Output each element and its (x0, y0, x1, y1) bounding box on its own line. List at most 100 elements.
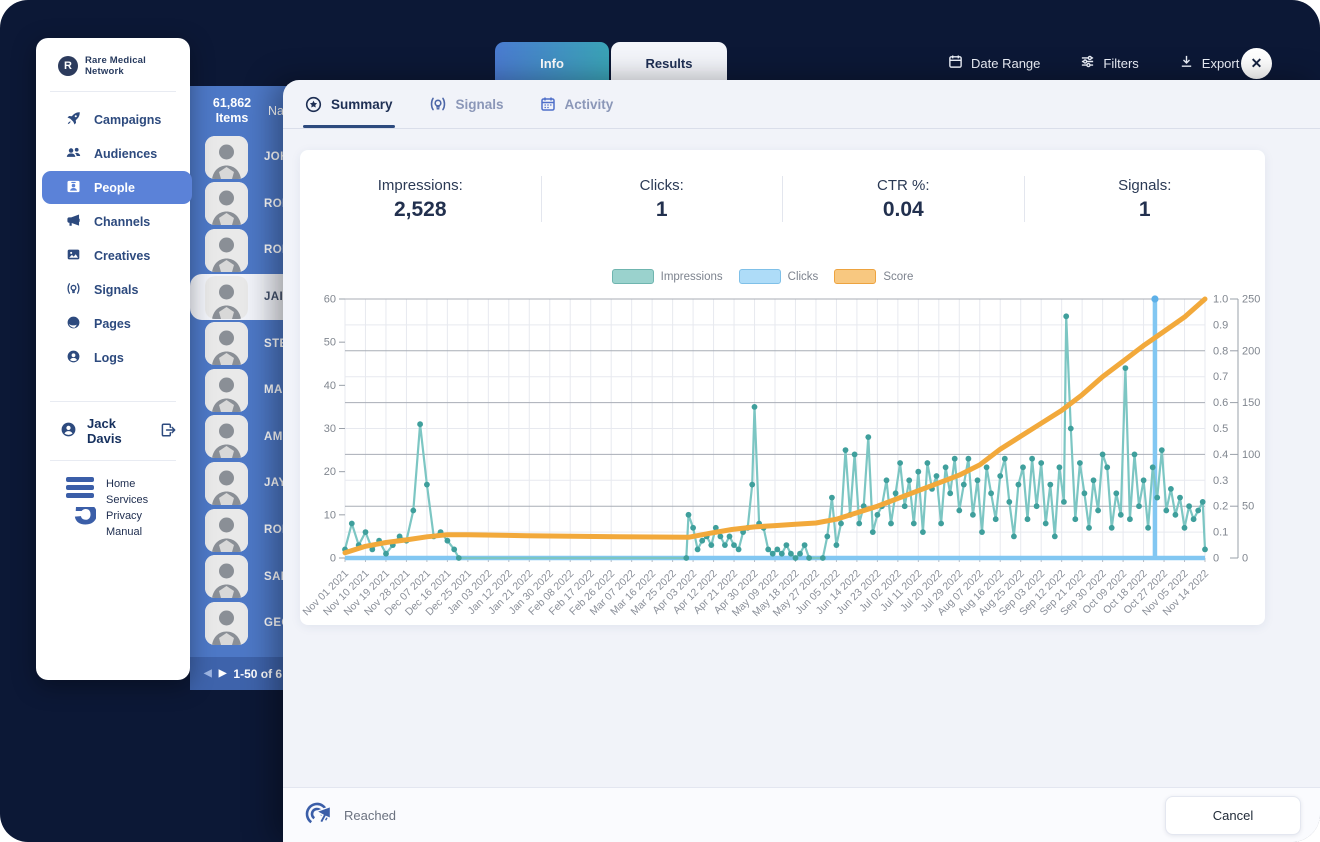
person-avatar (205, 368, 248, 412)
stat-impressions: Impressions: 2,528 (300, 177, 541, 222)
tab-label: Summary (331, 96, 393, 112)
divider (782, 176, 783, 222)
close-button[interactable]: ✕ (1241, 48, 1272, 79)
svg-text:250: 250 (1242, 294, 1260, 306)
date-range-button[interactable]: Date Range (948, 54, 1040, 72)
modal-footer: Reached Cancel (283, 787, 1320, 842)
sidebar-item-pages[interactable]: Pages (42, 307, 186, 340)
sidebar-item-signals[interactable]: Signals (42, 273, 186, 306)
download-icon (1179, 54, 1194, 72)
svg-text:60: 60 (324, 294, 336, 306)
sidebar-item-creatives[interactable]: Creatives (42, 239, 186, 272)
svg-text:0.5: 0.5 (1213, 423, 1228, 435)
sidebar-item-label: Creatives (94, 248, 151, 263)
date-range-label: Date Range (971, 55, 1041, 71)
user-circle-icon (66, 349, 81, 367)
svg-text:0: 0 (1213, 553, 1219, 565)
person-avatar (205, 415, 248, 459)
sidebar-item-label: Logs (94, 350, 124, 365)
modal-tabbar: Summary Signals Activity (283, 80, 1320, 129)
sidebar-item-label: Signals (94, 282, 139, 297)
person-row[interactable]: RON (190, 227, 335, 274)
stat-label: Impressions: (377, 176, 463, 194)
sidebar-item-audiences[interactable]: Audiences (42, 137, 186, 170)
tab-label: Activity (564, 96, 614, 112)
sidebar-item-campaigns[interactable]: Campaigns (42, 103, 186, 136)
tab-results[interactable]: Results (611, 42, 727, 84)
cancel-button[interactable]: Cancel (1165, 795, 1301, 835)
person-row[interactable]: STE (190, 320, 335, 367)
tab-info[interactable]: Info (495, 42, 609, 84)
filters-button[interactable]: Filters (1080, 54, 1139, 72)
person-row[interactable]: MAR (190, 367, 335, 414)
pagination-label: 1-50 of 6 (233, 666, 283, 681)
chart-legend: Impressions Clicks Score (300, 269, 1225, 284)
legend-swatch (834, 269, 877, 284)
brand: R Rare Medical Network (36, 38, 190, 91)
five-logo-icon: 5 (60, 477, 96, 525)
calendar-icon (948, 54, 963, 72)
link-home[interactable]: Home (106, 478, 136, 490)
svg-text:0: 0 (330, 553, 336, 565)
sidebar-item-channels[interactable]: Channels (42, 205, 186, 238)
user-row: Jack Davis (36, 402, 190, 460)
person-name: STE (264, 337, 288, 350)
legend-swatch (738, 269, 781, 284)
svg-text:0.8: 0.8 (1213, 345, 1228, 357)
filters-icon (1080, 54, 1095, 72)
person-avatar (205, 601, 248, 645)
person-row[interactable]: SAN (190, 553, 335, 600)
people-rows: JOH ROB RON JAIN STE MAR AMI JAY ROB SAN GEO (190, 134, 335, 647)
id-badge-icon (66, 179, 81, 197)
next-page-icon[interactable]: ▶ (218, 667, 227, 679)
link-services[interactable]: Services (106, 494, 149, 506)
legend-item: Clicks (738, 269, 819, 284)
sidebar-footer: 5 Home Services Privacy Manual (36, 461, 190, 540)
tab-label: Signals (455, 96, 504, 112)
svg-text:0.9: 0.9 (1213, 319, 1228, 331)
person-name: AMI (264, 430, 287, 443)
signal-bulb-icon (66, 281, 81, 299)
image-icon (66, 247, 81, 265)
export-button[interactable]: Export (1179, 54, 1239, 72)
person-row[interactable]: JAY (190, 460, 335, 507)
brand-name: Rare Medical Network (85, 55, 147, 77)
stat-value: 0.04 (882, 197, 924, 221)
legend-swatch (611, 269, 654, 284)
tab-activity[interactable]: Activity (540, 80, 614, 128)
divider (540, 176, 542, 222)
prev-page-icon[interactable]: ◀ (204, 667, 212, 679)
legend-item: Impressions (611, 269, 723, 284)
link-privacy[interactable]: Privacy (106, 510, 143, 522)
sidebar: R Rare Medical Network Campaigns Audienc… (36, 38, 192, 680)
brand-logo-icon: R (58, 56, 78, 76)
filters-label: Filters (1103, 55, 1139, 71)
megaphone-icon (66, 213, 81, 231)
sidebar-item-label: Audiences (94, 146, 158, 161)
legend-item: Score (834, 269, 913, 284)
sidebar-item-label: Pages (94, 316, 131, 331)
link-manual[interactable]: Manual (106, 526, 143, 538)
stat-ctr: CTR %: 0.04 (783, 177, 1024, 222)
svg-text:50: 50 (1242, 501, 1254, 513)
user-avatar-icon (60, 421, 77, 441)
svg-text:30: 30 (324, 423, 336, 435)
tab-signals[interactable]: Signals (429, 80, 504, 128)
tab-summary[interactable]: Summary (303, 80, 395, 128)
reached-status: Reached (305, 800, 396, 831)
person-row[interactable]: JOH (190, 134, 335, 181)
svg-text:100: 100 (1242, 449, 1260, 461)
svg-text:0.3: 0.3 (1213, 475, 1228, 487)
legend-label: Clicks (787, 270, 819, 283)
stat-signals: Signals: 1 (1025, 177, 1266, 222)
user-name: Jack Davis (87, 416, 122, 446)
sidebar-item-people[interactable]: People (42, 171, 192, 204)
logout-icon[interactable] (160, 422, 176, 441)
stat-value: 1 (1138, 197, 1151, 221)
sidebar-item-logs[interactable]: Logs (42, 341, 186, 374)
person-row[interactable]: GEO (190, 600, 335, 647)
stat-label: CTR %: (877, 176, 930, 194)
stat-label: Clicks: (639, 176, 684, 194)
person-row[interactable]: AMI (190, 414, 335, 461)
